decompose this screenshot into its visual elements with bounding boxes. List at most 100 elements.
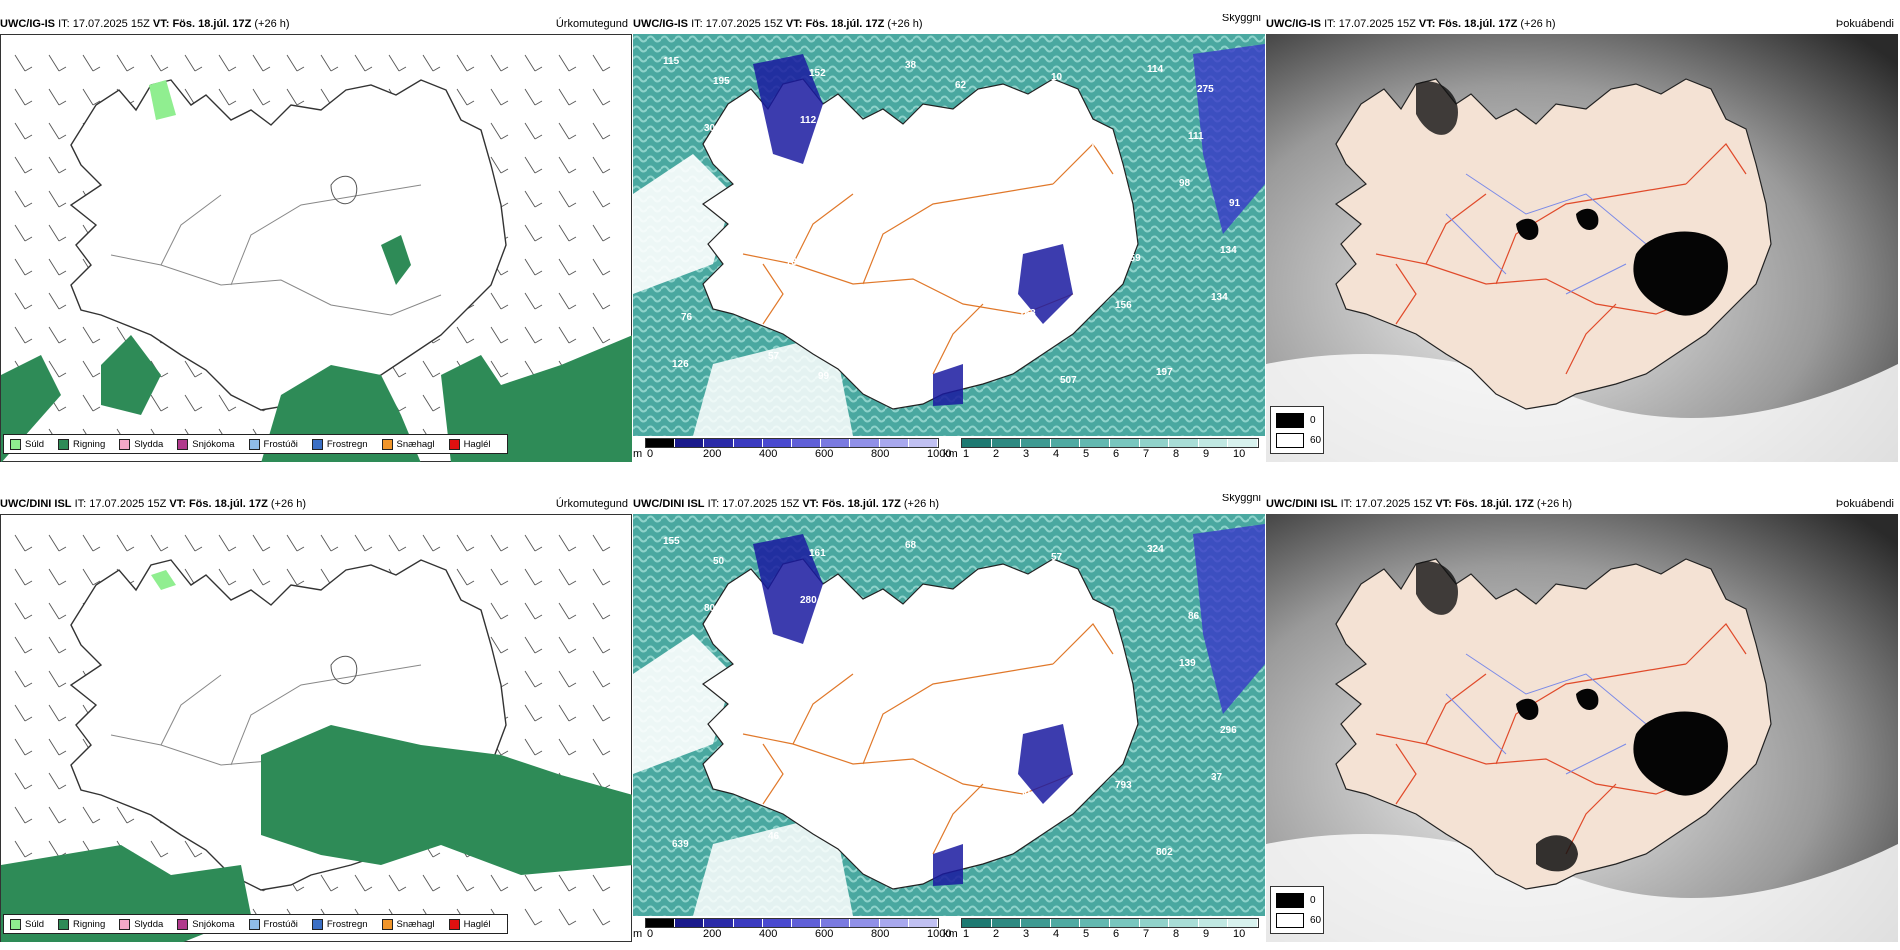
iceland-outline <box>701 558 1139 890</box>
colorbar-segment <box>991 919 1022 927</box>
cloud-base-label: 40 <box>1042 119 1054 130</box>
fog-map-svg <box>1266 34 1898 462</box>
wind-barb <box>558 190 577 208</box>
colorbar-tick: 4 <box>1053 928 1060 940</box>
colorbar-segment <box>1050 919 1081 927</box>
colorbar-tick: 8 <box>1173 928 1180 940</box>
wind-barb <box>14 258 33 276</box>
wind-barb <box>490 602 509 620</box>
colorbar-tick: 9 <box>1203 448 1210 460</box>
wind-barb <box>218 394 237 412</box>
model-name: UWC/DINI ISL <box>0 498 72 510</box>
cloud-map-svg: 115 112 47 121 134 57 38 40 98 68 131 122 114 303 87 47… <box>633 34 1265 436</box>
it-label: IT: <box>74 498 87 510</box>
vt-value: Fös. 18.júl. 17Z <box>1454 498 1534 510</box>
fog-index-panel-top: UWC/IG-IS IT: 17.07.2025 15Z VT: Fös. 18… <box>1266 14 1898 462</box>
wind-barb <box>48 602 67 620</box>
precip-map-svg <box>1 54 632 462</box>
cloud-base-label: 135 <box>745 190 762 201</box>
wind-barb <box>524 54 543 72</box>
iceland-outline <box>1334 558 1772 890</box>
cloud-base-label: 561 <box>946 127 963 138</box>
colorbar-tick: 1 <box>963 448 970 460</box>
wind-barb <box>456 534 475 552</box>
wind-barb <box>48 738 67 756</box>
legend-item: Snæhagl <box>381 918 435 930</box>
colorbar-tick: 5 <box>1083 928 1090 940</box>
wind-barb <box>14 54 33 72</box>
cloud-base-label: 98 <box>1179 178 1191 189</box>
wind-barb <box>422 394 441 412</box>
colorbar-segment <box>879 919 909 927</box>
cloud-base-label: 195 <box>713 76 730 87</box>
wind-barb <box>14 292 33 310</box>
precip-legend: Súld Rigning Slydda Snjókoma Frostúði Frostre… <box>3 914 508 934</box>
lead-time: (+26 h) <box>903 498 940 510</box>
it-value: 17.07.2025 15Z <box>72 18 150 30</box>
cloud-base-label: 121 <box>1074 233 1091 244</box>
low-ceiling-area <box>753 534 823 644</box>
wind-barb <box>218 54 237 72</box>
it-value: 17.07.2025 15Z <box>1355 498 1433 510</box>
colorbar-tick: 600 <box>815 928 834 940</box>
colorbar-segment <box>1109 919 1140 927</box>
precip-map <box>0 34 632 462</box>
cloud-base-label: 37 <box>1211 772 1223 783</box>
wind-barb <box>388 54 407 72</box>
cloud-base-label: 155 <box>663 536 680 547</box>
wind-barb <box>490 360 509 378</box>
wind-barb <box>48 636 67 654</box>
colorbar-tick: 800 <box>871 928 890 940</box>
colorbar-m <box>645 438 939 448</box>
wind-barb <box>490 874 509 892</box>
colorbar-tick: 7 <box>1143 928 1150 940</box>
wind-barb <box>558 122 577 140</box>
wind-barb <box>252 54 271 72</box>
legend-item: Rigning <box>58 438 105 450</box>
wind-barb <box>592 704 611 722</box>
colorbar-segment <box>821 919 851 927</box>
model-name: UWC/DINI ISL <box>1266 498 1338 510</box>
it-value: 17.07.2025 15Z <box>722 498 800 510</box>
wind-barb <box>82 806 101 824</box>
cloud-base-label: 57 <box>768 351 780 362</box>
wind-barb <box>14 224 33 242</box>
colorbar-tick: 6 <box>1113 928 1120 940</box>
wind-barb <box>354 54 373 72</box>
clear-area <box>633 634 733 774</box>
road-lines <box>1375 143 1747 375</box>
vt-value: Fös. 18.júl. 17Z <box>188 498 268 510</box>
wind-barb <box>184 534 203 552</box>
legend-item: Súld <box>10 918 44 930</box>
cloud-base-label: 126 <box>672 359 689 370</box>
legend-item: Frostregn <box>311 438 368 450</box>
cloud-base-label: 131 <box>873 296 890 307</box>
cloud-base-label: 48 <box>1092 139 1104 150</box>
wind-barb <box>14 156 33 174</box>
cloud-base-label: 639 <box>672 839 689 850</box>
high-fog-index-area <box>1576 208 1599 230</box>
colorbar-segment <box>792 439 822 447</box>
high-fog-index-area <box>1536 835 1578 872</box>
colorbar-segment <box>1021 919 1051 927</box>
lead-time: (+26 h) <box>254 18 290 30</box>
wind-barb <box>14 738 33 756</box>
lead-time: (+26 h) <box>1520 18 1556 30</box>
colorbar-tick: 400 <box>759 448 778 460</box>
wind-barb <box>422 534 441 552</box>
cloud-base-panel-bottom: UWC/DINI ISL IT: 17.07.2025 15Z VT: Fös.… <box>633 494 1265 942</box>
colorbar-m <box>645 918 939 928</box>
colorbar-segment <box>1169 919 1199 927</box>
low-ceiling-area <box>933 364 963 406</box>
cloud-base-label: 47 <box>923 316 935 327</box>
colorbar-segment <box>762 919 793 927</box>
colorbar-segment <box>1109 439 1140 447</box>
wind-barb <box>592 292 611 310</box>
high-fog-index-area <box>1633 711 1728 796</box>
panel-title: Skyggni <box>1221 494 1261 504</box>
wind-barb <box>14 704 33 722</box>
wind-barb <box>592 738 611 756</box>
cloud-base-label: 177 <box>946 607 963 618</box>
cloud-base-label: 174 <box>850 135 867 146</box>
cloud-map-svg: 155 280 690 44 37 46 68 324 139 155 100 30 324 80 448 1… <box>633 514 1265 916</box>
